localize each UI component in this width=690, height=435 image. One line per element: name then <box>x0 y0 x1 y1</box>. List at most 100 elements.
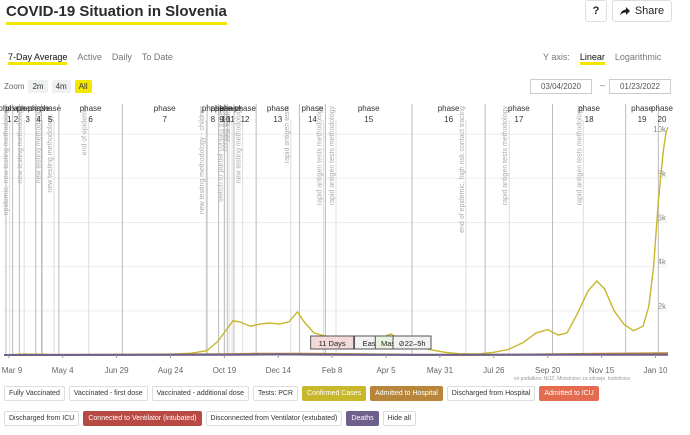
event-badge-label: Masks <box>381 339 403 348</box>
legend-row-2: Discharged from ICU Connected to Ventilat… <box>4 411 688 426</box>
y-tick-label: 8k <box>658 169 667 178</box>
phase-number: 2 <box>14 115 19 124</box>
phase-label: phase <box>28 104 50 113</box>
phase-label: phase <box>631 104 653 113</box>
phase-label: phase <box>220 104 242 113</box>
x-tick-label: Jul 26 <box>483 366 505 375</box>
phase-label: phase <box>358 104 380 113</box>
chart-area: 2k4k6k8k10kepidemic, new testing methodo… <box>0 104 673 375</box>
event-label: switch to partial contact tracing <box>217 106 224 202</box>
x-tick-label: Jan 10 <box>643 366 668 375</box>
legend-discharged-from-hospital-button[interactable]: Discharged from Hospital <box>446 386 536 401</box>
event-label: rapid antigen tests <box>284 106 291 164</box>
event-label: rapid antigen tests methodology <box>329 106 336 206</box>
zoom-4m-button[interactable]: 4m <box>51 80 71 93</box>
x-tick-label: May 31 <box>427 366 454 375</box>
date-from-input[interactable]: 03/04/2020 <box>530 79 592 94</box>
event-label: rapid antigen tests methodology <box>502 106 509 206</box>
y-axis-linear[interactable]: Linear <box>579 52 605 65</box>
event-badge <box>392 335 432 350</box>
phase-number: 9 <box>219 115 224 124</box>
legend-hide-all-button[interactable]: Hide all <box>382 411 416 426</box>
legend-deaths-button[interactable]: Deaths <box>346 411 379 426</box>
share-label: Share <box>634 5 665 17</box>
phase-label: phase <box>202 104 224 113</box>
x-tick-label: Feb 8 <box>322 366 343 375</box>
share-button[interactable]: Share <box>612 0 672 22</box>
zoom-2m-button[interactable]: 2m <box>28 80 48 93</box>
legend-admitted-to-hospital-button[interactable]: Admitted to Hospital <box>370 386 443 401</box>
phase-number: 7 <box>162 115 167 124</box>
x-tick-label: Dec 14 <box>266 366 292 375</box>
event-label: new testing methodology <box>17 106 24 184</box>
phase-number: 10 <box>221 115 230 124</box>
phase-number: 6 <box>88 115 93 124</box>
event-label: new testing methodology - children <box>199 106 206 214</box>
tab-daily[interactable]: Daily <box>111 52 132 62</box>
y-tick-label: 2k <box>658 302 667 311</box>
event-label: contact tracing <box>222 106 229 152</box>
phase-label: phase <box>0 104 21 113</box>
zoom-all-button[interactable]: All <box>74 80 92 93</box>
x-tick-label: May 4 <box>52 366 74 375</box>
legend-disconnected-from-ventilator-extubated-button[interactable]: Disconnected from Ventilator (extubated) <box>205 411 343 426</box>
tab-active[interactable]: Active <box>77 52 102 62</box>
event-badge <box>310 335 355 350</box>
phase-label: phase <box>578 104 600 113</box>
x-tick-label: Apr 5 <box>376 366 396 375</box>
phase-label: phase <box>5 104 27 113</box>
tab-7-day-average[interactable]: 7-Day Average <box>8 52 68 65</box>
phase-label: phase <box>438 104 460 113</box>
phase-label: phase <box>154 104 176 113</box>
legend-fully-vaccinated-button[interactable]: Fully Vaccinated <box>4 386 65 401</box>
phase-number: 18 <box>585 115 594 124</box>
phase-label: phase <box>80 104 102 113</box>
phase-number: 20 <box>658 115 667 124</box>
phase-number: 12 <box>241 115 250 124</box>
event-label: end of epidemic, high risk contact traci… <box>459 106 466 233</box>
phase-label: phase <box>302 104 324 113</box>
data-source: vir podatkov: NIJZ, Ministrstvo za zdrav… <box>514 376 631 382</box>
event-badge-label: Easter <box>363 339 385 348</box>
phase-number: 8 <box>211 115 216 124</box>
event-label: new testing methodology <box>35 106 42 184</box>
event-badge-label: ⊘22–5h <box>398 339 425 348</box>
legend-vaccinated-additional-dose-button[interactable]: Vaccinated - additional dose <box>151 386 250 401</box>
phase-number: 19 <box>638 115 647 124</box>
zoom-label: Zoom <box>4 82 25 91</box>
series-line-deaths <box>3 353 669 356</box>
phase-number: 4 <box>36 115 41 124</box>
event-badge-label: 11 Days <box>319 339 346 348</box>
legend-confirmed-cases-button[interactable]: Confirmed Cases <box>302 386 367 401</box>
help-button[interactable]: ? <box>585 0 607 22</box>
phase-label: phase <box>39 104 61 113</box>
phase-number: 17 <box>514 115 523 124</box>
y-tick-label: 6k <box>658 213 667 222</box>
phase-number: 3 <box>25 115 30 124</box>
legend-vaccinated-first-dose-button[interactable]: Vaccinated - first dose <box>68 386 148 401</box>
legend-admitted-to-icu-button[interactable]: Admitted to ICU <box>539 386 599 401</box>
date-separator: – <box>600 80 606 90</box>
event-label: rapid antigen tests methodology <box>576 106 583 206</box>
page-title: COVID-19 Situation in Slovenia <box>6 3 227 25</box>
legend-connected-to-ventilator-intubated-button[interactable]: Connected to Ventilator (intubated) <box>83 411 202 426</box>
x-tick-label: Nov 15 <box>589 366 615 375</box>
y-axis-logarithmic[interactable]: Logarithmic <box>614 52 662 62</box>
phase-number: 11 <box>226 115 235 124</box>
event-label: new testing <box>225 106 232 142</box>
legend-discharged-from-icu-button[interactable]: Discharged from ICU <box>4 411 80 426</box>
tab-to-date[interactable]: To Date <box>141 52 173 62</box>
phase-label: phase <box>215 104 237 113</box>
phase-number: 15 <box>364 115 373 124</box>
event-label: rapid antigen tests methodology <box>316 106 323 206</box>
phase-label: phase <box>234 104 256 113</box>
y-axis-label: Y axis: <box>543 52 570 62</box>
x-tick-label: Oct 19 <box>213 366 237 375</box>
phase-number: 13 <box>273 115 282 124</box>
legend-tests-pcr-button[interactable]: Tests: PCR <box>253 386 299 401</box>
y-tick-label: 10k <box>653 125 667 134</box>
share-arrow-icon <box>619 6 630 16</box>
date-to-input[interactable]: 01/23/2022 <box>609 79 671 94</box>
phase-label: phase <box>267 104 289 113</box>
